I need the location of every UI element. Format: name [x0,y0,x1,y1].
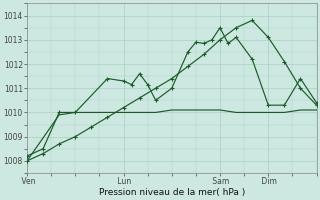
X-axis label: Pression niveau de la mer( hPa ): Pression niveau de la mer( hPa ) [99,188,245,197]
